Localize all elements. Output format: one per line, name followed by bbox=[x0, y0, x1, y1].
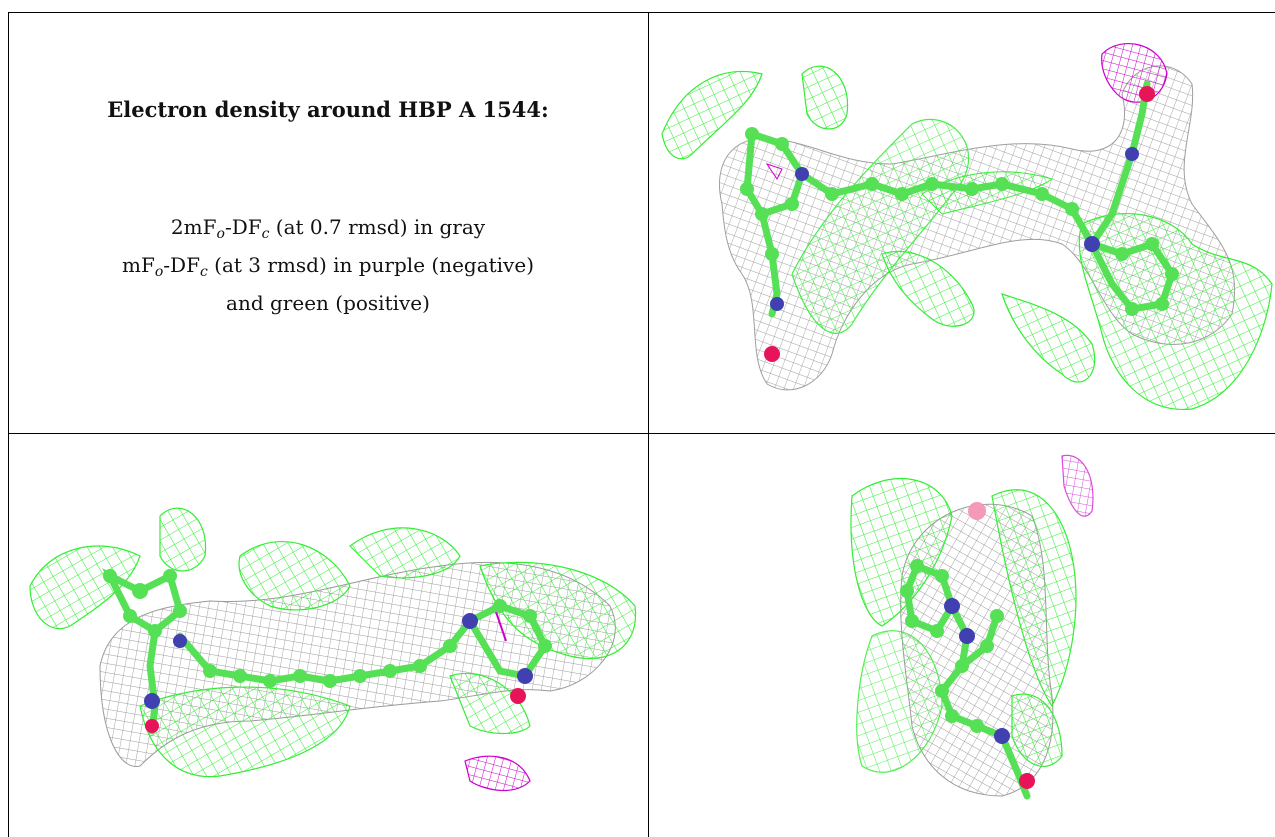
green-mesh bbox=[882, 251, 974, 326]
purple-mesh bbox=[1062, 455, 1093, 516]
green-mesh bbox=[1079, 214, 1272, 410]
density-render-3 bbox=[652, 436, 1275, 836]
caption-legend: 2mFo-DFc (at 0.7 rmsd) in gray mFo-DFc (… bbox=[8, 212, 648, 319]
purple-mesh bbox=[465, 756, 530, 790]
density-render-1 bbox=[652, 14, 1275, 432]
caption-title: Electron density around HBP A 1544: bbox=[8, 97, 648, 122]
table-center-divider bbox=[648, 12, 649, 837]
legend-line-2fo-fc: 2mFo-DFc (at 0.7 rmsd) in gray bbox=[8, 212, 648, 250]
green-mesh bbox=[140, 687, 350, 777]
legend-line-3: and green (positive) bbox=[8, 288, 648, 319]
density-view-bottom-right bbox=[652, 436, 1275, 836]
density-view-bottom-left bbox=[10, 436, 646, 836]
green-mesh bbox=[802, 66, 848, 129]
green-mesh bbox=[350, 528, 460, 578]
table-row-divider bbox=[8, 433, 1275, 434]
density-render-2 bbox=[10, 436, 646, 836]
green-mesh bbox=[239, 542, 350, 610]
legend-line-fo-fc: mFo-DFc (at 3 rmsd) in purple (negative) bbox=[8, 250, 648, 288]
green-mesh bbox=[1002, 294, 1095, 382]
green-mesh bbox=[160, 508, 206, 571]
purple-mesh bbox=[1102, 44, 1167, 103]
caption-cell: Electron density around HBP A 1544: 2mFo… bbox=[8, 12, 648, 432]
density-view-top-right bbox=[652, 14, 1275, 432]
